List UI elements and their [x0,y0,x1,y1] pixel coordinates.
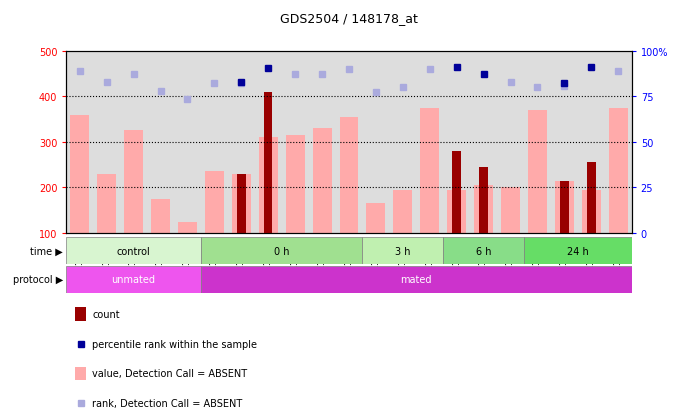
Bar [313,129,332,233]
Text: mated: mated [401,275,432,285]
Text: time ▶: time ▶ [30,246,63,256]
Bar [555,181,574,233]
Bar [443,237,524,264]
Text: 6 h: 6 h [476,246,491,256]
Bar [151,199,170,233]
Text: control: control [117,246,151,256]
Bar [447,190,466,233]
Text: 3 h: 3 h [395,246,410,256]
Bar [201,52,228,233]
Bar [264,93,272,233]
Bar [66,266,201,293]
Bar [75,307,86,321]
Bar [524,237,632,264]
Bar [66,237,201,264]
Bar [578,52,604,233]
Bar [452,152,461,233]
Bar [524,52,551,233]
Bar [443,52,470,233]
Text: GDS2504 / 148178_at: GDS2504 / 148178_at [280,12,418,25]
Bar [120,52,147,233]
Bar [416,52,443,233]
Text: unmated: unmated [112,275,156,285]
Text: count: count [92,309,120,319]
Text: percentile rank within the sample: percentile rank within the sample [92,339,257,349]
Bar [259,138,278,233]
Bar [237,174,246,233]
Bar [282,52,309,233]
Bar [501,188,520,233]
Bar [255,52,282,233]
Text: 0 h: 0 h [274,246,290,256]
Bar [339,117,359,233]
Bar [336,52,362,233]
Bar [551,52,578,233]
Bar [201,237,362,264]
Text: protocol ▶: protocol ▶ [13,275,63,285]
Bar [394,190,413,233]
Bar [582,190,601,233]
Bar [609,109,628,233]
Bar [232,174,251,233]
Bar [366,204,385,233]
Bar [480,168,488,233]
Bar [94,52,120,233]
Bar [604,52,632,233]
Bar [66,52,94,233]
Bar [201,266,632,293]
Bar [70,115,89,233]
Bar [309,52,336,233]
Text: 24 h: 24 h [567,246,588,256]
Bar [470,52,497,233]
Bar [285,135,304,233]
Bar [97,174,116,233]
Bar [174,52,201,233]
Bar [474,186,493,233]
Bar [528,111,547,233]
Bar [228,52,255,233]
Bar [497,52,524,233]
Text: rank, Detection Call = ABSENT: rank, Detection Call = ABSENT [92,398,242,408]
Bar [75,367,86,380]
Bar [560,181,569,233]
Bar [205,172,224,233]
Bar [389,52,416,233]
Bar [147,52,174,233]
Text: value, Detection Call = ABSENT: value, Detection Call = ABSENT [92,368,247,379]
Bar [587,163,595,233]
Bar [420,109,439,233]
Bar [124,131,143,233]
Bar [178,222,197,233]
Bar [362,237,443,264]
Bar [362,52,389,233]
